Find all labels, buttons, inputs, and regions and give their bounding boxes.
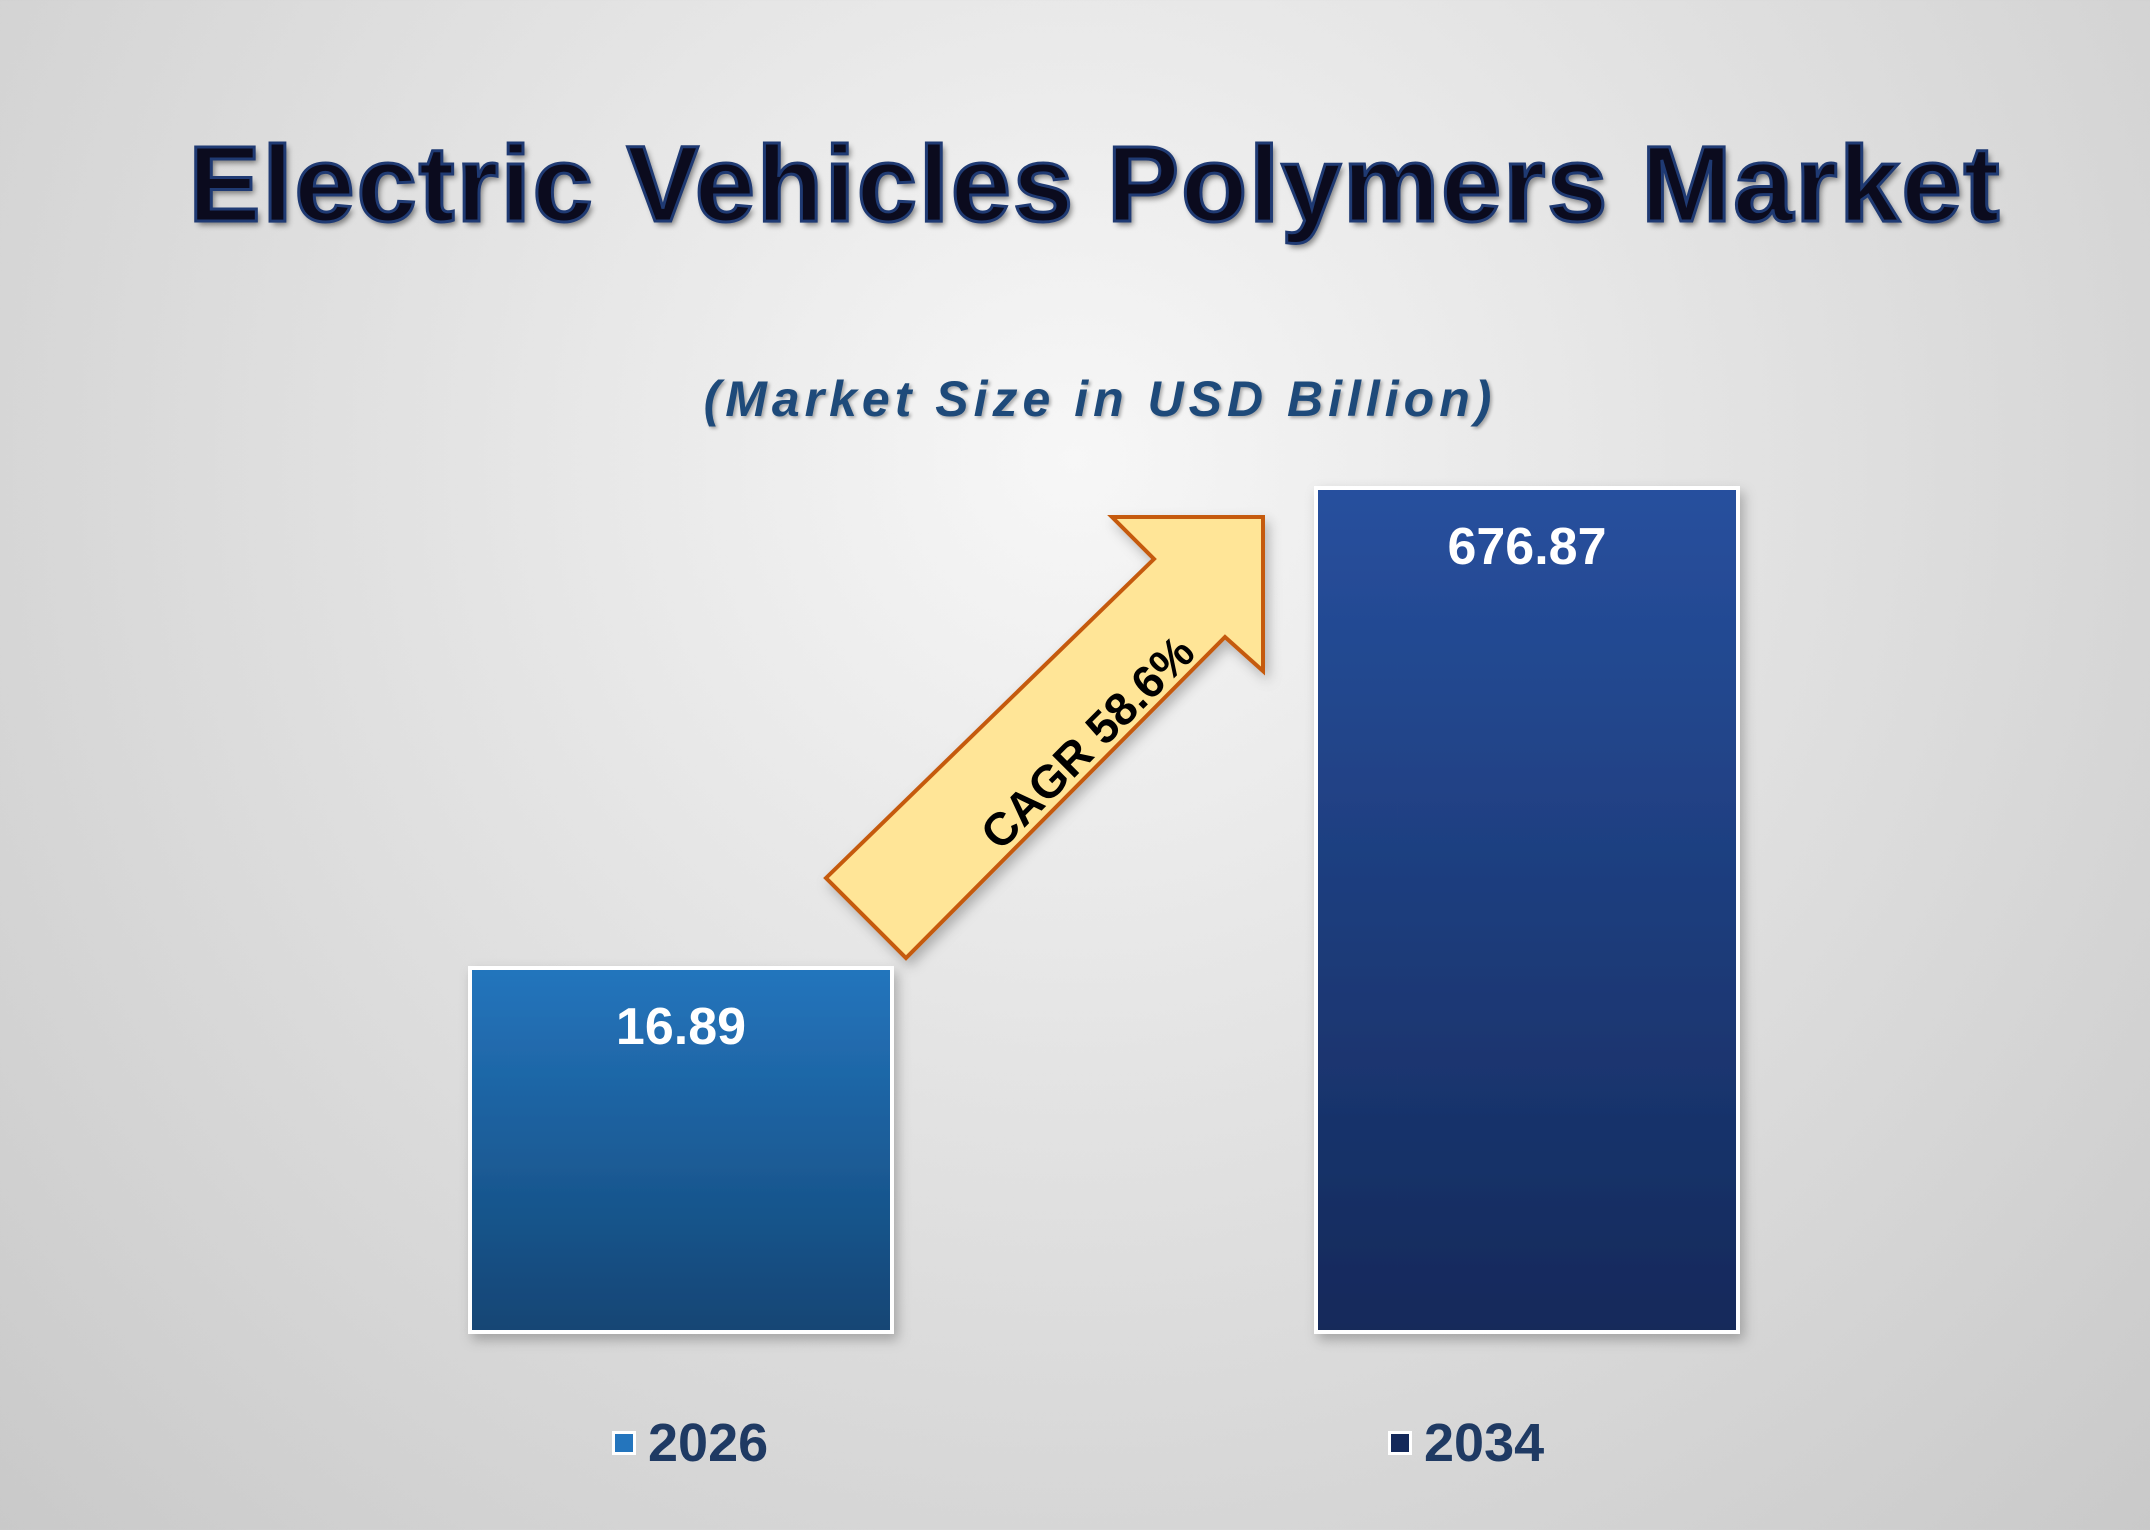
bar-2034 <box>1316 488 1738 1332</box>
legend-swatch-2026 <box>612 1431 636 1455</box>
legend-label-2026: 2026 <box>648 1412 768 1474</box>
data-label-2026: 16.89 <box>616 998 746 1056</box>
legend-label-2034: 2034 <box>1424 1412 1544 1474</box>
legend-item-2034: 2034 <box>1388 1408 1544 1478</box>
data-label-2034: 676.87 <box>1447 518 1606 576</box>
legend-item-2026: 2026 <box>612 1408 768 1478</box>
legend-swatch-2034 <box>1388 1431 1412 1455</box>
cagr-arrow-body <box>826 517 1263 958</box>
cagr-arrow: CAGR 58.6% <box>826 517 1263 958</box>
